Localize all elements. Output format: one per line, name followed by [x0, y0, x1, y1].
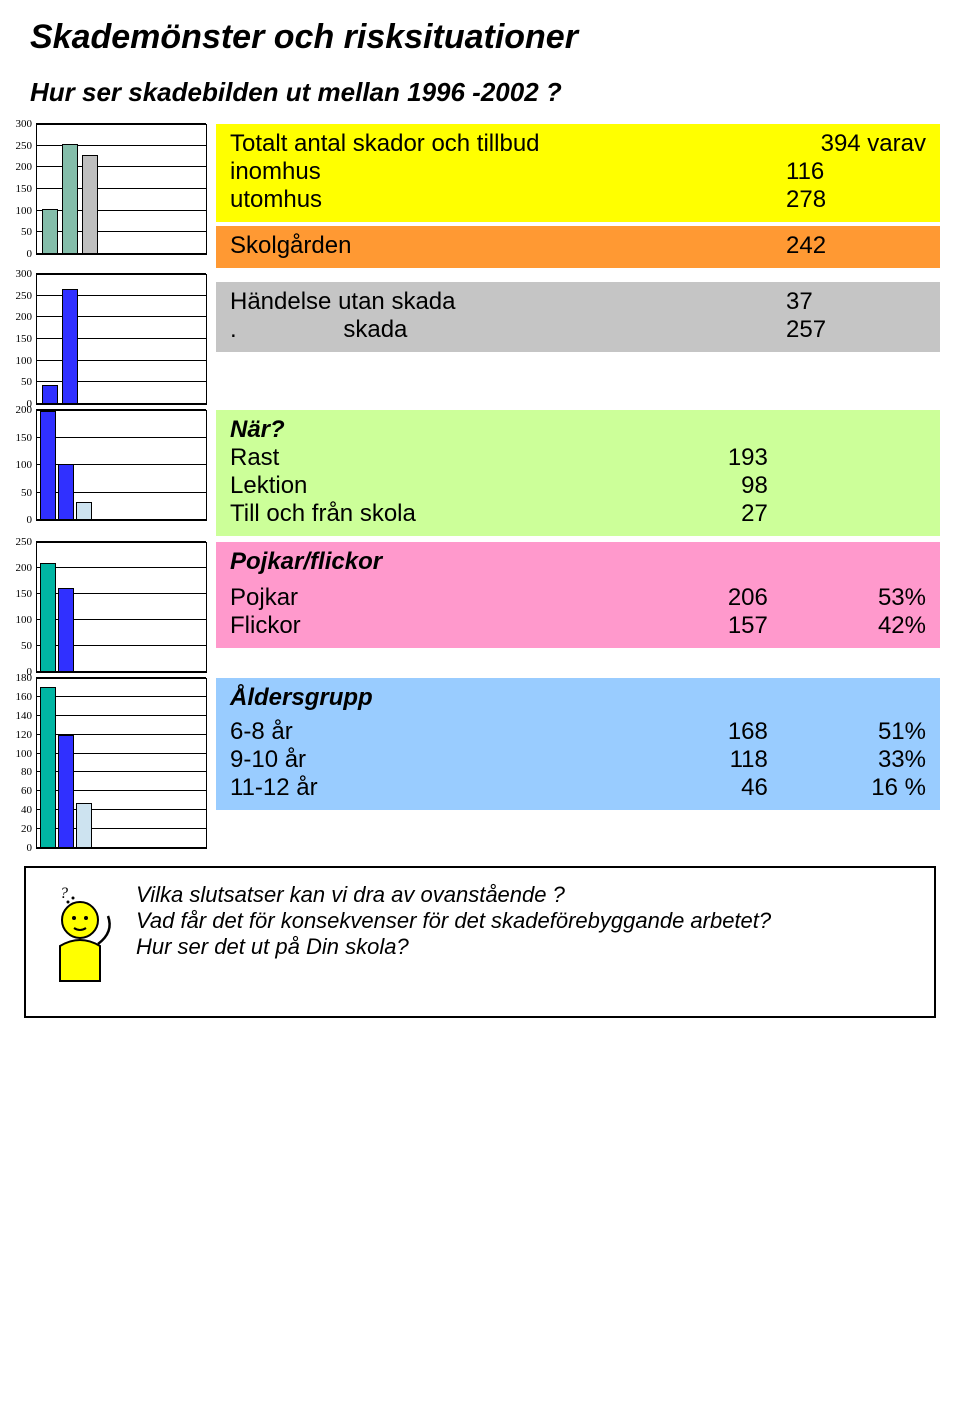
pojkar-pct-1: 42% [836, 612, 926, 640]
pojkar-title: Pojkar/flickor [230, 548, 926, 576]
pojkar-pct-0: 53% [836, 584, 926, 612]
alder-label-2: 11-12 år [230, 774, 620, 802]
pojkar-label-1: Flickor [230, 612, 620, 640]
nar-value-0: 193 [688, 444, 768, 472]
panel-skolgarden: Skolgården 242 [216, 226, 940, 268]
nar-value-1: 98 [688, 472, 768, 500]
handelse-label-0: Händelse utan skada [230, 288, 620, 316]
nar-label-0: Rast [230, 444, 620, 472]
page-title: Skademönster och risksituationer [0, 0, 960, 57]
totalt-value-2: 278 [786, 186, 926, 214]
chart-handelse: 050100150200250300 [6, 274, 206, 404]
panel-totalt: Totalt antal skador och tillbud 394 varav… [216, 124, 940, 222]
alder-label-1: 9-10 år [230, 746, 620, 774]
chart-nar: 050100150200 [6, 410, 206, 520]
panel-pojkar: Pojkar/flickor Pojkar 206 53% Flickor 157 42… [216, 542, 940, 648]
totalt-value-1: 116 [786, 158, 926, 186]
alder-value-2: 46 [688, 774, 768, 802]
alder-value-0: 168 [688, 718, 768, 746]
nar-title: När? [230, 416, 926, 444]
totalt-label-2: utomhus [230, 186, 620, 214]
handelse-value-0: 37 [786, 288, 926, 316]
alder-pct-1: 33% [836, 746, 926, 774]
alder-label-0: 6-8 år [230, 718, 620, 746]
chart-alder: 020406080100120140160180 [6, 678, 206, 848]
panel-alder: Åldersgrupp 6-8 år 168 51% 9-10 år 118 33% 1… [216, 678, 940, 810]
svg-text:?: ? [60, 886, 68, 902]
note-line-1: Vilka slutsatser kan vi dra av ovanståen… [136, 882, 920, 908]
handelse-label-1: . skada [230, 316, 620, 344]
pojkar-label-0: Pojkar [230, 584, 620, 612]
note-line-3: Hur ser det ut på Din skola? [136, 934, 920, 960]
alder-title: Åldersgrupp [230, 684, 926, 712]
totalt-value-0: 394 varav [786, 130, 926, 158]
skolg-value: 242 [786, 232, 926, 260]
chart-pojkar: 050100150200250 [6, 542, 206, 672]
panel-handelse: Händelse utan skada 37 . skada 257 [216, 282, 940, 352]
note-line-2: Vad får det för konsekvenser för det ska… [136, 908, 920, 934]
nar-label-1: Lektion [230, 472, 620, 500]
totalt-label-0: Totalt antal skador och tillbud [230, 130, 620, 158]
totalt-label-1: inomhus [230, 158, 620, 186]
pojkar-value-0: 206 [688, 584, 768, 612]
panel-nar: När? Rast 193 Lektion 98 Till och från sko… [216, 410, 940, 536]
alder-pct-0: 51% [836, 718, 926, 746]
page-subtitle: Hur ser skadebilden ut mellan 1996 -2002… [0, 57, 960, 118]
alder-pct-2: 16 % [836, 774, 926, 802]
chart-totalt: 050100150200250300 [6, 124, 206, 254]
nar-value-2: 27 [688, 500, 768, 528]
skolg-label: Skolgården [230, 232, 620, 260]
handelse-value-1: 257 [786, 316, 926, 344]
thinking-person-icon: ? [40, 886, 120, 992]
note-box: ? Vilka slutsatser kan vi dra av ovanstå… [24, 866, 936, 1018]
nar-label-2: Till och från skola [230, 500, 620, 528]
alder-value-1: 118 [688, 746, 768, 774]
pojkar-value-1: 157 [688, 612, 768, 640]
